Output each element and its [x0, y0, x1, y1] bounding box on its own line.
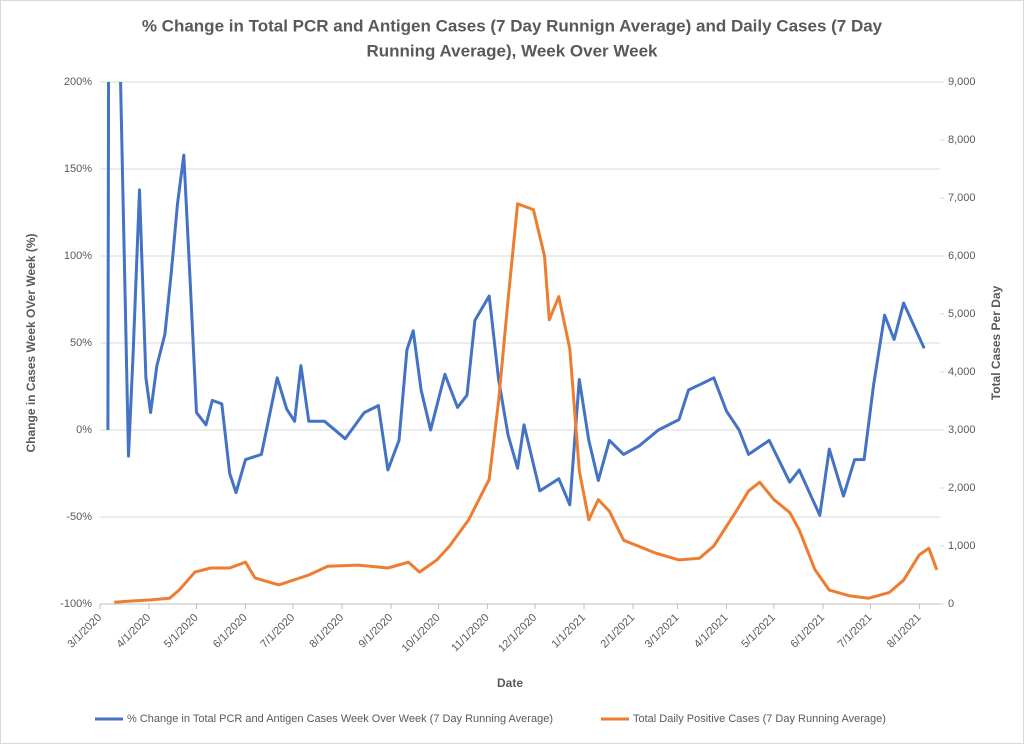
x-axis-title: Date: [497, 676, 523, 690]
y-tick-label: 150%: [64, 163, 92, 175]
y-tick-label: 100%: [64, 250, 92, 262]
chart-title: Running Average), Week Over Week: [367, 41, 659, 60]
y2-tick-label: 9,000: [948, 76, 976, 88]
series-line: [114, 202, 939, 604]
y-tick-label: 0%: [76, 424, 92, 436]
y2-tick-label: 0: [948, 598, 954, 610]
y2-tick-label: 2,000: [948, 482, 976, 494]
y-tick-label: -50%: [66, 511, 92, 523]
plot-area: [106, 82, 939, 604]
y2-tick-label: 4,000: [948, 366, 976, 378]
y2-tick-label: 6,000: [948, 250, 976, 262]
legend-label: Total Daily Positive Cases (7 Day Runnin…: [633, 713, 886, 725]
y-tick-label: 50%: [70, 337, 92, 349]
chart-title: % Change in Total PCR and Antigen Cases …: [142, 16, 883, 35]
y2-tick-label: 7,000: [948, 192, 976, 204]
y-tick-label: -100%: [60, 598, 92, 610]
series-line: [106, 82, 926, 517]
y2-axis-title: Total Cases Per Day: [989, 285, 1003, 400]
y2-tick-label: 5,000: [948, 308, 976, 320]
y2-tick-label: 1,000: [948, 540, 976, 552]
y2-tick-label: 8,000: [948, 134, 976, 146]
y-tick-label: 200%: [64, 76, 92, 88]
legend-label: % Change in Total PCR and Antigen Cases …: [127, 713, 553, 725]
y2-tick-label: 3,000: [948, 424, 976, 436]
y-axis-title: Change in Cases Week OVer Week (%): [24, 234, 38, 453]
